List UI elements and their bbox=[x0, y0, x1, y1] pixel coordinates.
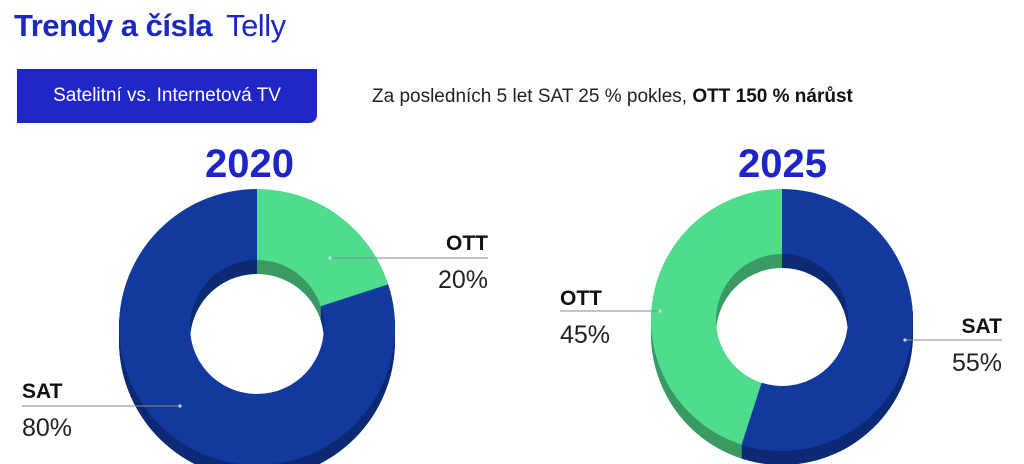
slice-sat bbox=[119, 189, 395, 464]
leader-dot-ott bbox=[328, 256, 332, 260]
headline-text: Za posledních 5 let SAT 25 % pokles, bbox=[372, 86, 693, 107]
slice-value-sat: 80% bbox=[22, 414, 72, 442]
headline-bold: OTT 150 % nárůst bbox=[692, 86, 853, 107]
slice-label-ott: OTT bbox=[560, 287, 602, 310]
brand-name: Telly bbox=[226, 8, 286, 43]
slice-value-sat: 55% bbox=[952, 349, 1002, 377]
section-badge: Satelitní vs. Internetová TV bbox=[17, 69, 317, 123]
slice-ott bbox=[257, 189, 389, 307]
donut-chart-2020: OTT 20% SAT 80% bbox=[22, 189, 488, 464]
slice-label-sat: SAT bbox=[22, 380, 63, 403]
chart-title-2020: 2020 bbox=[205, 142, 294, 186]
leader-dot-ott bbox=[658, 309, 662, 313]
donut-chart-2025: SAT 55% OTT 45% bbox=[560, 189, 1002, 464]
page-title-main: Trendy a čísla bbox=[14, 8, 213, 43]
slice-label-ott: OTT bbox=[446, 232, 488, 255]
page-title: Trendy a čísla Telly bbox=[14, 8, 286, 44]
headline: Za posledních 5 let SAT 25 % pokles, OTT… bbox=[372, 86, 853, 108]
slice-value-ott: 45% bbox=[560, 321, 610, 349]
slice-ott bbox=[651, 189, 782, 445]
slice-label-sat: SAT bbox=[962, 315, 1003, 338]
slice-sat bbox=[741, 189, 914, 451]
leader-dot-sat bbox=[903, 338, 907, 342]
slice-value-ott: 20% bbox=[438, 266, 488, 294]
leader-dot-sat bbox=[178, 404, 182, 408]
chart-title-2025: 2025 bbox=[738, 142, 827, 186]
